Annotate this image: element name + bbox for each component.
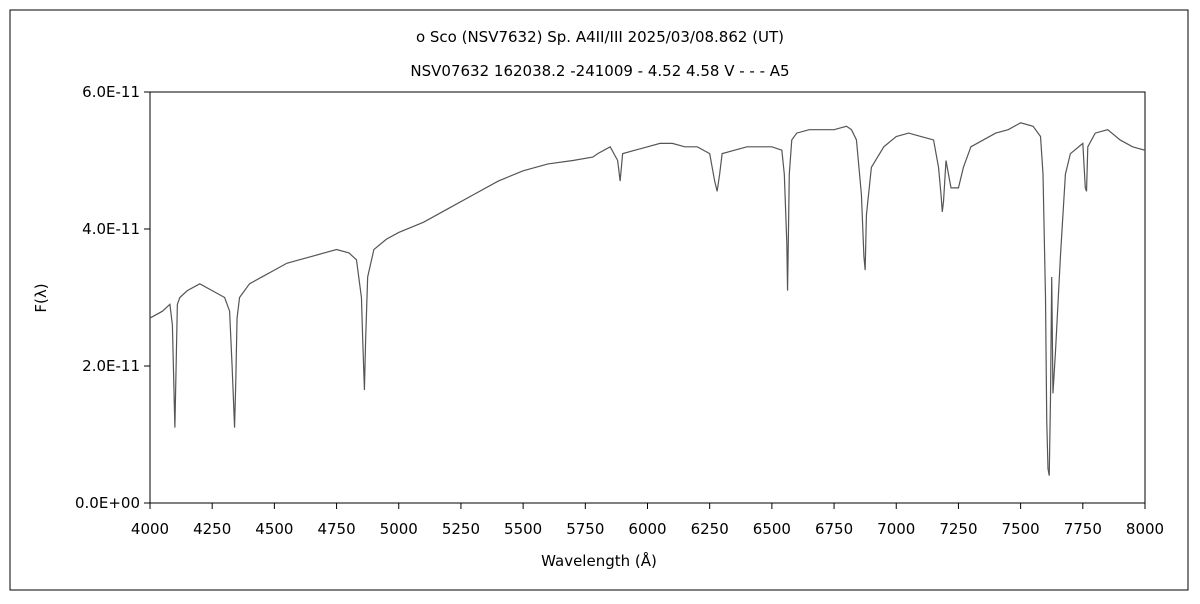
x-tick-label: 8000 [1126,520,1164,538]
y-axis: 0.0E+00 2.0E-11 4.0E-11 6.0E-11 [75,83,150,512]
x-tick-label: 4750 [317,520,355,538]
y-tick-label: 6.0E-11 [82,83,140,101]
x-tick-label: 5000 [380,520,418,538]
x-tick-label: 6750 [815,520,853,538]
x-tick-label: 6000 [628,520,666,538]
x-tick-label: 4000 [131,520,169,538]
x-axis-label: Wavelength (Å) [541,551,657,570]
x-tick-label: 4500 [255,520,293,538]
x-tick-label: 4250 [193,520,231,538]
spectrum-series-line [149,122,1146,476]
x-tick-label: 6500 [753,520,791,538]
x-tick-label: 7000 [877,520,915,538]
x-tick-label: 7750 [1064,520,1102,538]
chart-frame [9,9,1189,591]
x-tick-label: 5750 [566,520,604,538]
x-tick-label: 5250 [442,520,480,538]
x-tick-label: 5500 [504,520,542,538]
x-tick-label: 6250 [691,520,729,538]
x-axis: 4000 4250 4500 4750 5000 5250 5500 5750 6000 6250… [131,503,1164,538]
y-tick-label: 0.0E+00 [75,494,140,512]
y-tick-label: 4.0E-11 [82,220,140,238]
chart-subtitle: NSV07632 162038.2 -241009 - 4.52 4.58 V … [410,62,789,80]
y-tick-label: 2.0E-11 [82,357,140,375]
x-tick-label: 7250 [939,520,977,538]
y-axis-label: F(λ) [32,283,50,312]
x-tick-label: 7500 [1002,520,1040,538]
chart-title: ο Sco (NSV7632) Sp. A4II/III 2025/03/08.… [416,28,784,46]
